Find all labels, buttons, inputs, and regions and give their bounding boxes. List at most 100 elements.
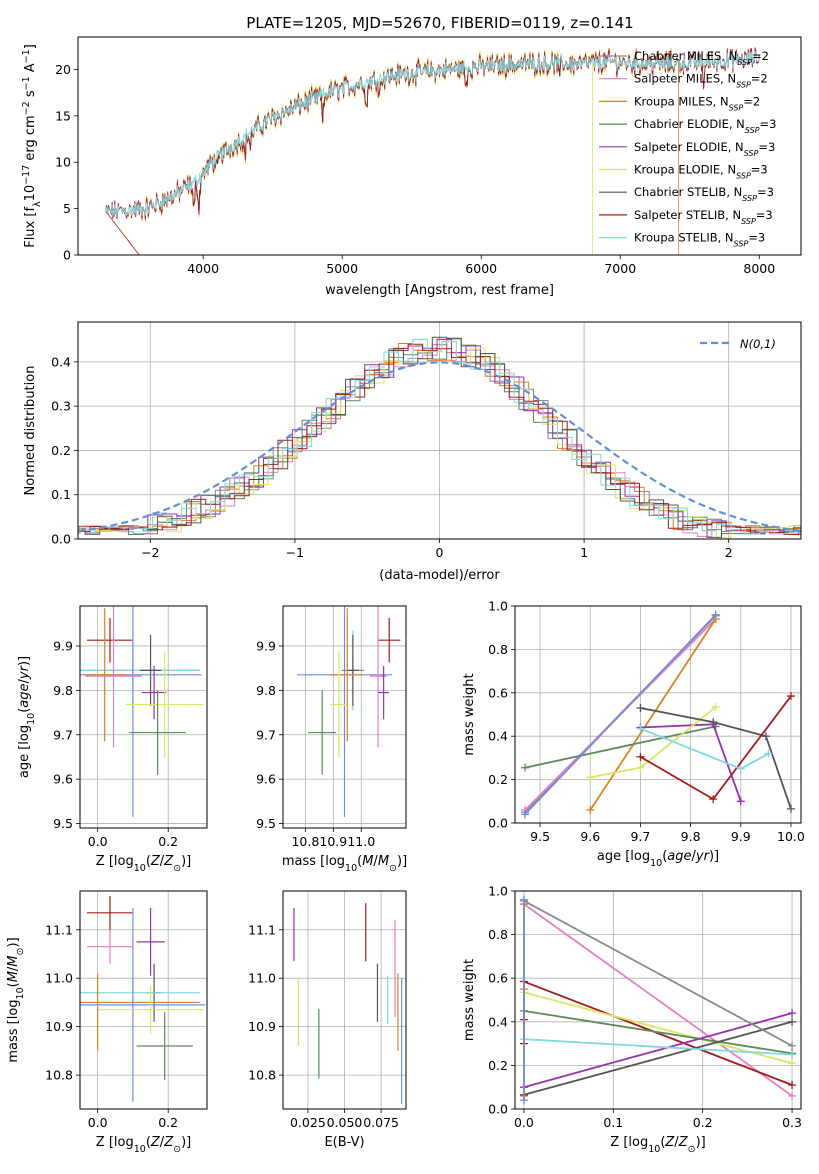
y-tick-label: 0.4 (488, 729, 508, 744)
series-line-kroupa-miles (589, 618, 717, 811)
legend-label: Chabrier MILES, NSSP=2 (634, 49, 769, 67)
x-tick-label: 0.0 (88, 834, 108, 849)
y-tick-label: 0.0 (51, 532, 71, 547)
y-tick-label: 20 (55, 62, 71, 77)
y-tick-label: 10 (55, 155, 71, 170)
y-axis-label: Flux [fλ10−17 erg cm−2 s−1 A−1] (21, 44, 43, 248)
x-tick-label: −1 (286, 545, 304, 560)
x-tick-label: 9.7 (630, 829, 650, 844)
y-axis-label: mass [log10(M/M⊙)] (6, 937, 26, 1062)
spectrum-lines (105, 47, 760, 255)
series-line-chabrier-stelib (523, 1020, 793, 1096)
errorbar-point (129, 690, 186, 775)
errorbar-point (87, 929, 133, 964)
y-tick-label: 10.8 (45, 1068, 73, 1083)
axes-frame (514, 605, 802, 824)
data-point-marker (519, 1096, 528, 1105)
spectrum-kroupa-stelib (105, 51, 760, 218)
legend: N(0,1) (700, 337, 776, 351)
y-tick-label: 9.6 (53, 772, 73, 787)
data-point-marker (711, 702, 720, 711)
x-tick-label: 9.9 (731, 829, 751, 844)
data-point-marker (761, 732, 770, 741)
y-tick-label: 0.6 (488, 971, 508, 986)
x-tick-label: 6000 (465, 261, 497, 276)
y-tick-label: 0.4 (488, 1014, 508, 1029)
legend-label: Kroupa STELIB, NSSP=3 (634, 231, 765, 249)
y-tick-label: 0.0 (488, 816, 508, 831)
grid (515, 605, 801, 824)
x-tick-label: 0.1 (603, 1115, 623, 1130)
spectrum-title: PLATE=1205, MJD=52670, FIBERID=0119, z=0… (246, 14, 633, 32)
axes-frame (514, 890, 802, 1110)
histogram-chabrier-miles (78, 344, 801, 534)
data-point-marker (788, 1091, 797, 1100)
y-tick-label: 0 (63, 248, 71, 263)
x-tick-label: 0.2 (693, 1115, 713, 1130)
y-tick-label: 9.8 (256, 683, 276, 698)
x-tick-label: 4000 (187, 261, 219, 276)
data-point-marker (764, 749, 773, 758)
x-tick-label: 0.0 (514, 1115, 534, 1130)
histogram-salpeter-elodie (78, 338, 801, 535)
series-line-blue-fit (524, 614, 717, 815)
x-tick-label: 8000 (743, 261, 775, 276)
data-point-marker (711, 610, 720, 619)
x-tick-label: 7000 (604, 261, 636, 276)
data-point-marker (709, 795, 718, 804)
data-point-marker (788, 1050, 797, 1059)
data-point-marker (636, 763, 645, 772)
error-bars (80, 606, 204, 817)
y-tick-label: 9.9 (256, 638, 276, 653)
normal-curve (78, 361, 801, 533)
x-axis-label: Z [log10(Z/Z⊙)] (610, 1135, 705, 1155)
y-tick-label: 0.4 (51, 354, 71, 369)
series-line-salpeter-miles (523, 903, 793, 1097)
mass-vs-metallicity-plot: 0.0 0.2 10.8 10.9 11.0 11.1 Z [log10(Z/Z⊙)] mas… (6, 890, 208, 1155)
axes-frame (79, 605, 208, 829)
data-point-marker (709, 718, 718, 727)
y-tick-label: 0.8 (488, 927, 508, 942)
y-tick-label: 11.0 (45, 971, 73, 986)
residual-histogram-plot: −2 −1 0 1 2 0.0 0.1 0.2 0.3 0.4 (data-model)/error… (23, 321, 802, 583)
y-tick-label: 0.2 (51, 443, 71, 458)
errorbar-point (87, 617, 133, 663)
data-point-marker (736, 764, 745, 773)
y-tick-label: 10.9 (45, 1019, 73, 1034)
y-tick-label: 10.8 (248, 1068, 276, 1083)
y-tick-label: 0.0 (488, 1102, 508, 1117)
histogram-kroupa-elodie (78, 339, 801, 539)
errorbar-point (330, 608, 365, 742)
x-tick-label: 0.025 (290, 1115, 326, 1130)
errorbar-point (85, 606, 142, 748)
data-point-marker (636, 724, 645, 733)
series-line-salpeter-elodie (523, 1012, 793, 1089)
spectrum-plot: 4000 5000 6000 7000 8000 0 5 10 15 20 wavelength [… (21, 36, 802, 298)
x-tick-label: 5000 (326, 261, 358, 276)
data-point-marker (788, 1017, 797, 1026)
y-tick-label: 0.2 (488, 772, 508, 787)
x-tick-label: 0.2 (158, 834, 178, 849)
legend: Chabrier MILES, NSSP=2 Salpeter MILES, NS… (599, 49, 776, 248)
x-tick-label: 10.8 (291, 834, 319, 849)
data-point-marker (786, 804, 795, 813)
x-tick-label: 10.9 (319, 834, 347, 849)
errorbar-point (308, 690, 337, 775)
histogram-salpeter-stelib (78, 343, 801, 535)
y-tick-label: 11.1 (45, 922, 73, 937)
errorbar-point (378, 665, 390, 720)
data-point-marker (636, 703, 645, 712)
histogram-kroupa-miles (78, 343, 801, 532)
series-line-chabrier-miles (523, 900, 793, 1047)
y-tick-label: 11.0 (248, 971, 276, 986)
y-axis-label: Normed distribution (23, 366, 38, 496)
age-vs-mass-plot: 10.8 10.9 11.0 9.5 9.6 9.7 9.8 9.9 mass [log10(M… (256, 605, 407, 874)
series-line-kroupa-elodie (590, 706, 717, 779)
y-axis-label: mass weight (462, 673, 477, 755)
x-axis-label: wavelength [Angstrom, rest frame] (325, 283, 554, 298)
data-point-marker (736, 797, 745, 806)
legend-label: Salpeter STELIB, NSSP=3 (634, 208, 773, 226)
y-tick-label: 0.8 (488, 642, 508, 657)
series-line-kroupa-stelib (523, 1038, 793, 1056)
